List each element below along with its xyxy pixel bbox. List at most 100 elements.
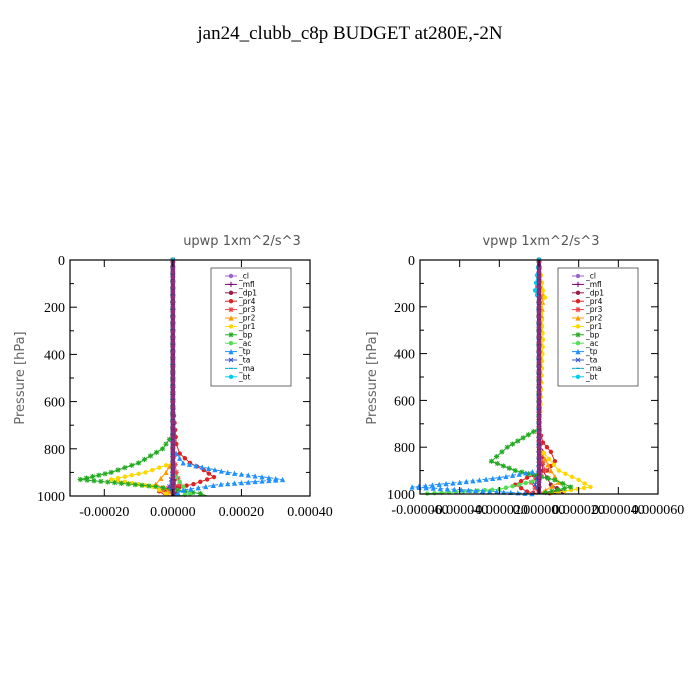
legend-marker bbox=[575, 273, 581, 279]
legend-label: _dp1 bbox=[238, 288, 257, 297]
x-tick-label: 0.000020 bbox=[552, 503, 605, 518]
legend-marker bbox=[228, 299, 234, 304]
data-point bbox=[503, 473, 509, 480]
data-point bbox=[177, 481, 183, 487]
legend-entry-cl: _cl bbox=[225, 272, 249, 281]
data-point bbox=[108, 477, 114, 482]
zero-profile-point bbox=[536, 454, 542, 460]
legend-label: _ac bbox=[238, 339, 251, 348]
zero-profile-point bbox=[536, 354, 542, 360]
data-point bbox=[218, 468, 224, 474]
data-point bbox=[494, 489, 500, 495]
data-point bbox=[520, 435, 526, 441]
data-point bbox=[476, 477, 483, 483]
data-point bbox=[141, 456, 148, 463]
zero-profile-point bbox=[170, 364, 176, 370]
zero-profile-point bbox=[170, 309, 176, 315]
data-point bbox=[544, 445, 550, 450]
data-point bbox=[266, 475, 272, 481]
legend-marker bbox=[228, 307, 234, 313]
zero-profile-point bbox=[536, 469, 542, 475]
data-point bbox=[206, 471, 212, 476]
data-point bbox=[531, 429, 537, 435]
zero-profile-point bbox=[536, 459, 542, 465]
data-point bbox=[210, 482, 216, 488]
y-tick-label: 0 bbox=[58, 254, 65, 269]
data-point bbox=[182, 488, 189, 494]
zero-profile-point bbox=[170, 374, 176, 380]
data-point bbox=[115, 467, 121, 473]
zero-profile-point bbox=[536, 389, 542, 395]
zero-profile-point bbox=[536, 414, 542, 420]
series-line-tp bbox=[412, 260, 540, 495]
data-point bbox=[198, 479, 203, 485]
data-point bbox=[506, 465, 512, 471]
data-point bbox=[568, 484, 574, 490]
legend-marker bbox=[575, 332, 581, 338]
data-point bbox=[231, 470, 238, 476]
data-point bbox=[545, 475, 551, 481]
data-point bbox=[542, 489, 548, 496]
legend-entry-pr4: _pr4 bbox=[572, 297, 603, 306]
data-point bbox=[516, 471, 522, 477]
legend-marker bbox=[575, 307, 581, 313]
data-point bbox=[231, 480, 238, 486]
legend-label: _bt bbox=[238, 372, 251, 381]
data-point bbox=[532, 472, 538, 478]
data-point bbox=[551, 462, 557, 467]
zero-profile-point bbox=[170, 479, 176, 485]
zero-profile-point bbox=[170, 334, 176, 340]
zero-profile-point bbox=[536, 309, 542, 315]
zero-profile-point bbox=[170, 394, 176, 400]
data-point bbox=[158, 475, 164, 481]
zero-profile-point bbox=[170, 449, 176, 455]
data-point bbox=[125, 481, 131, 487]
zero-profile-point bbox=[536, 284, 542, 290]
legend-entry-pr2: _pr2 bbox=[572, 314, 603, 323]
zero-profile-point bbox=[536, 279, 542, 285]
data-point bbox=[136, 471, 141, 477]
zero-profile-point bbox=[170, 344, 176, 350]
series-0-pr4 bbox=[156, 257, 217, 497]
data-point bbox=[501, 489, 507, 495]
data-point bbox=[190, 489, 196, 496]
data-point bbox=[569, 474, 575, 480]
data-point bbox=[177, 479, 182, 485]
data-point bbox=[542, 295, 548, 300]
legend-label: _pr3 bbox=[585, 305, 603, 314]
data-point bbox=[512, 468, 518, 474]
zero-profile-point bbox=[536, 329, 542, 335]
data-point bbox=[549, 488, 555, 494]
data-point bbox=[450, 480, 456, 486]
zero-profile-point bbox=[170, 319, 176, 325]
legend-entry-ac: _ac bbox=[225, 339, 251, 348]
legend-entry-pr4: _pr4 bbox=[225, 297, 256, 306]
zero-profile-point bbox=[536, 304, 542, 310]
zero-profile-point bbox=[170, 389, 176, 395]
data-point bbox=[197, 491, 203, 497]
legend-label: _pr1 bbox=[238, 322, 256, 331]
zero-profile-point bbox=[170, 289, 176, 295]
data-point bbox=[523, 470, 529, 476]
zero-profile-point bbox=[170, 299, 176, 305]
figure-title: jan24_clubb_c8p BUDGET at280E,-2N bbox=[196, 23, 502, 44]
y-axis-label-upwp: Pressure [hPa] bbox=[13, 331, 28, 424]
y-tick-label: 800 bbox=[394, 441, 415, 456]
legend-label: _bt bbox=[585, 372, 598, 381]
legend-marker bbox=[575, 349, 581, 355]
data-point bbox=[542, 468, 548, 474]
data-point bbox=[163, 469, 169, 475]
zero-profile-point bbox=[170, 444, 176, 450]
data-point bbox=[525, 432, 532, 438]
x-tick-label: -0.000020 bbox=[471, 503, 528, 518]
zero-profile-point bbox=[536, 314, 542, 320]
legend-marker bbox=[575, 357, 581, 363]
zero-profile-point bbox=[536, 319, 542, 325]
data-point bbox=[279, 476, 286, 483]
data-point bbox=[187, 491, 193, 496]
data-point bbox=[465, 487, 472, 493]
zero-profile-point bbox=[536, 479, 542, 485]
data-point bbox=[156, 487, 162, 493]
data-point bbox=[582, 481, 587, 486]
legend-marker bbox=[228, 324, 234, 329]
